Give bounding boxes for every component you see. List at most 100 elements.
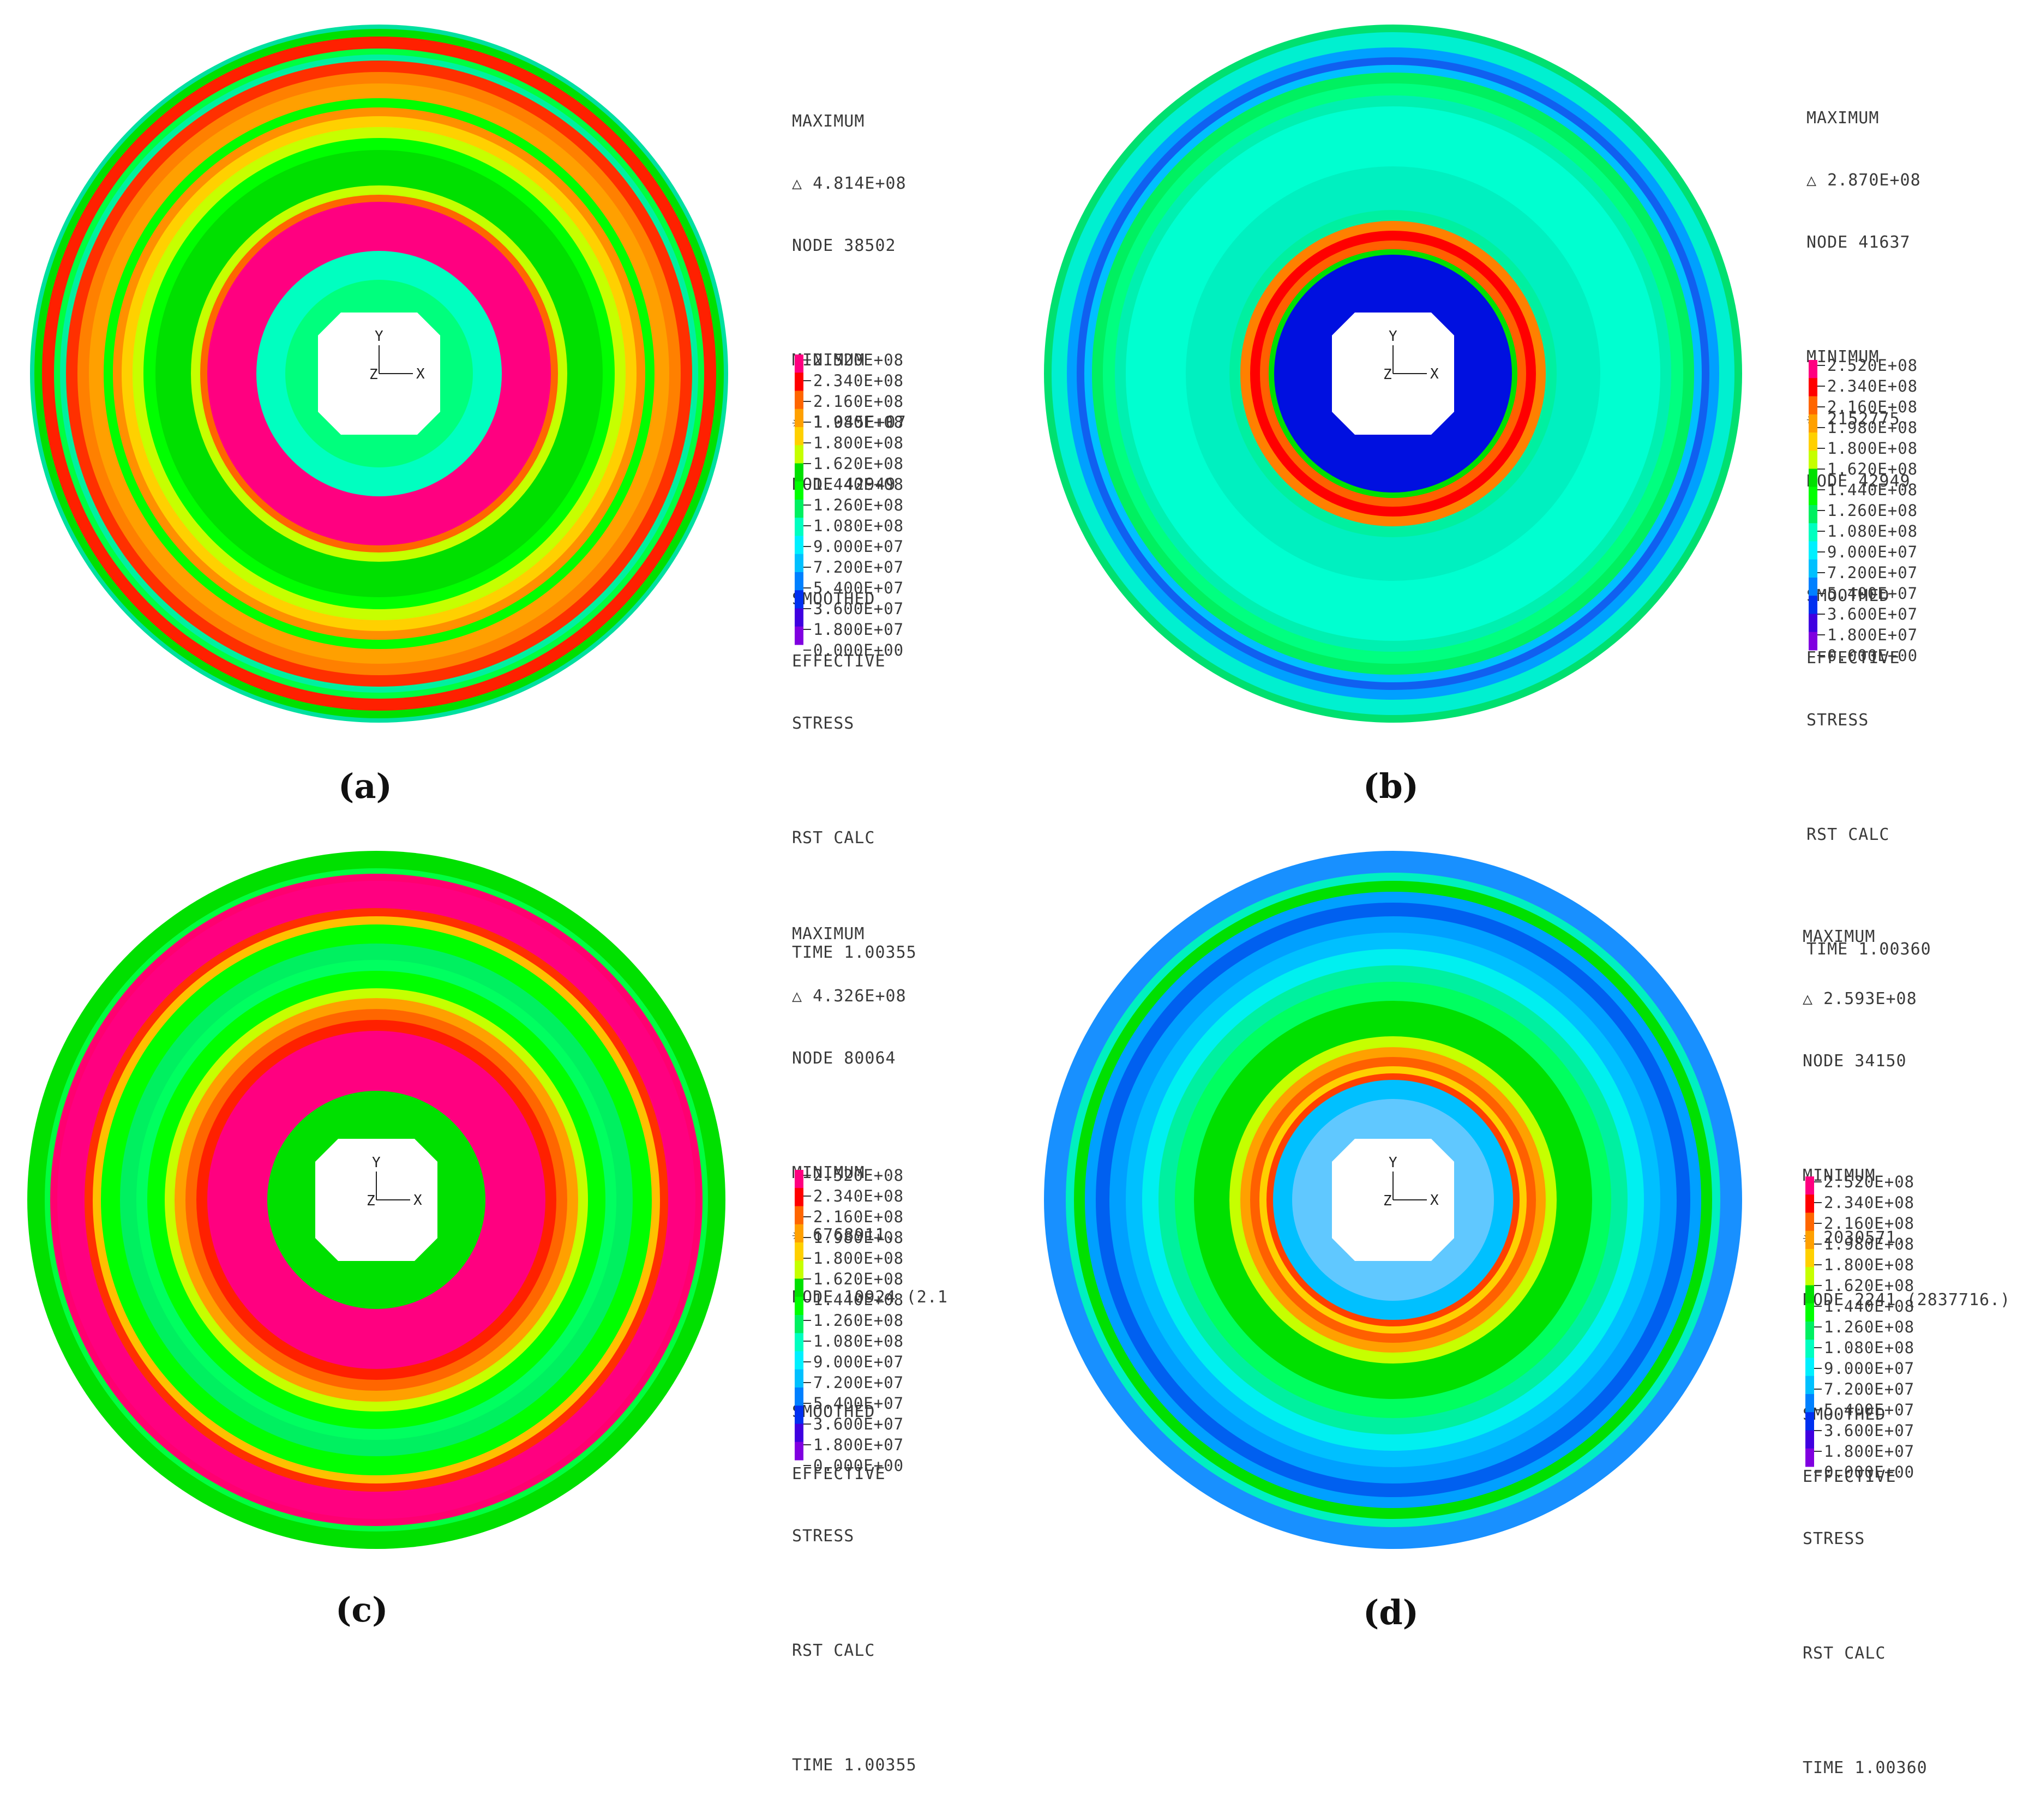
legend-color-swatch (1809, 360, 1817, 379)
legend-value-label: 1.800E+08 (813, 1249, 904, 1268)
panel-caption-b: (b) (1363, 766, 1419, 806)
legend-value-label: 1.080E+08 (1827, 522, 1918, 540)
panel-caption-d: (d) (1363, 1593, 1419, 1632)
min-value: 1.045E+07 (813, 413, 907, 432)
legend-color-swatch (795, 1369, 803, 1388)
legend-value-label: 1.800E+08 (1827, 439, 1918, 458)
legend-value-label: 9.000E+07 (1824, 1359, 1915, 1378)
calc-label: RST CALC (792, 828, 875, 848)
contour-plot-a: Y X Z (30, 25, 728, 723)
min-value: 2030571. (1823, 1228, 1907, 1247)
legend-value-label: 1.620E+08 (813, 1270, 904, 1288)
max-node: NODE 34150 (1803, 1052, 1907, 1071)
legend-color-swatch (1809, 578, 1817, 596)
legend-value-label: 1.440E+08 (1824, 1297, 1915, 1316)
y-axis-label: Y (1389, 1155, 1397, 1171)
legend-value-label: 1.800E+07 (1827, 626, 1918, 644)
result-line-3: STRESS (792, 714, 855, 733)
legend-value-label: 7.200E+07 (813, 558, 904, 576)
legend-color-swatch (1809, 632, 1817, 651)
legend-color-swatch (1809, 559, 1817, 578)
x-axis-label: X (413, 1192, 422, 1209)
legend-color-swatch (795, 1188, 803, 1206)
result-line-2: EFFECTIVE (1806, 648, 1900, 668)
result-line-1: SMOOTHED (1803, 1405, 1886, 1424)
min-node: NODE 2241 (2837716.) (1803, 1290, 2011, 1310)
legend-color-swatch (1809, 541, 1817, 560)
legend-value-label: 7.200E+07 (1824, 1380, 1915, 1398)
time-label: TIME 1.00360 (1803, 1758, 1928, 1777)
legend-value-label: 3.600E+07 (1824, 1421, 1915, 1440)
legend-color-swatch (1805, 1249, 1814, 1268)
calc-label: RST CALC (1806, 825, 1890, 844)
legend-value-label: 5.400E+07 (813, 579, 904, 597)
legend-value-label: 9.000E+07 (1827, 543, 1918, 561)
legend-value-label: 3.600E+07 (1827, 605, 1918, 623)
z-axis-label: Z (369, 367, 378, 383)
legend-color-swatch (1809, 451, 1817, 469)
legend-value-label: 2.520E+08 (813, 1166, 904, 1185)
legend-color-swatch (795, 536, 803, 555)
legend-color-swatch (1805, 1285, 1814, 1304)
legend-value-label: 1.620E+08 (1827, 460, 1918, 478)
legend-value-label: 1.080E+08 (813, 1332, 904, 1350)
legend-value-label: 0.000E+00 (813, 1456, 904, 1475)
max-node: NODE 38502 (792, 236, 896, 255)
legend-value-label: 1.800E+08 (813, 434, 904, 452)
legend-color-swatch (795, 1405, 803, 1424)
result-line-2: EFFECTIVE (792, 652, 886, 671)
legend-color-swatch (795, 391, 803, 410)
time-label: TIME 1.00360 (1806, 940, 1931, 959)
legend-color-swatch (1809, 468, 1817, 488)
legend-value-label: 1.080E+08 (813, 516, 904, 535)
legend-value-label: 2.160E+08 (1827, 398, 1918, 416)
legend-color-swatch (795, 500, 803, 518)
legend-value-label: 7.200E+07 (813, 1373, 904, 1392)
legend-color-swatch (1809, 486, 1817, 506)
result-line-1: SMOOTHED (792, 590, 875, 609)
legend-value-label: 0.000E+00 (1827, 646, 1918, 665)
legend-color-swatch (1805, 1412, 1814, 1431)
legend-color-swatch (795, 409, 803, 428)
legend-color-swatch (795, 481, 803, 500)
legend-color-swatch (795, 1296, 803, 1316)
time-label: TIME 1.00355 (792, 1756, 917, 1775)
legend-color-swatch (1805, 1303, 1814, 1322)
max-label: MAXIMUM (1806, 109, 1880, 128)
legend-color-swatch (1809, 433, 1817, 451)
legend-color-swatch (795, 590, 803, 609)
axis-triad-icon: Y X Z (1383, 1155, 1439, 1209)
legend-value-label: 2.160E+08 (813, 1208, 904, 1226)
legend-color-swatch (1805, 1212, 1814, 1232)
legend-value-label: 5.400E+07 (1824, 1401, 1915, 1419)
legend-value-label: 9.000E+07 (813, 1353, 904, 1371)
legend-color-bar (1809, 360, 1825, 656)
legend-value-label: 2.340E+08 (813, 1187, 904, 1205)
legend-color-swatch (795, 1224, 803, 1243)
legend-value-label: 2.520E+08 (813, 351, 904, 369)
result-line-3: STRESS (792, 1527, 855, 1546)
legend-color-swatch (795, 572, 803, 591)
legend-value-label: 1.440E+08 (813, 475, 904, 494)
min-value: 2152775. (1827, 410, 1911, 429)
panel-c: Y X Z MAXIMUM △ 4.326E+08 NODE 80064 MINIM… (0, 826, 1011, 1775)
axis-triad-icon: Y X Z (1383, 328, 1439, 383)
max-node: NODE 80064 (792, 1049, 896, 1068)
panel-caption-a: (a) (338, 766, 392, 806)
legend-color-swatch (1805, 1430, 1814, 1449)
legend-value-label: 2.340E+08 (813, 371, 904, 390)
z-axis-label: Z (1383, 1193, 1392, 1209)
legend-color-swatch (795, 463, 803, 482)
legend-color-swatch (795, 1423, 803, 1443)
legend-value-label: 0.000E+00 (813, 641, 904, 659)
legend-value-label: 2.340E+08 (1824, 1193, 1915, 1212)
info-block-b: MAXIMUM △ 2.870E+08 NODE 41637 MINIMUM ✳… (1806, 67, 1931, 1001)
legend-color-swatch (795, 1315, 803, 1334)
x-axis-label: X (1430, 366, 1439, 382)
legend-color-swatch (795, 373, 803, 391)
legend-value-label: 1.080E+08 (1824, 1338, 1915, 1357)
legend-color-bar (795, 355, 811, 651)
legend-color-swatch (795, 1278, 803, 1298)
legend-color-swatch (1809, 523, 1817, 542)
